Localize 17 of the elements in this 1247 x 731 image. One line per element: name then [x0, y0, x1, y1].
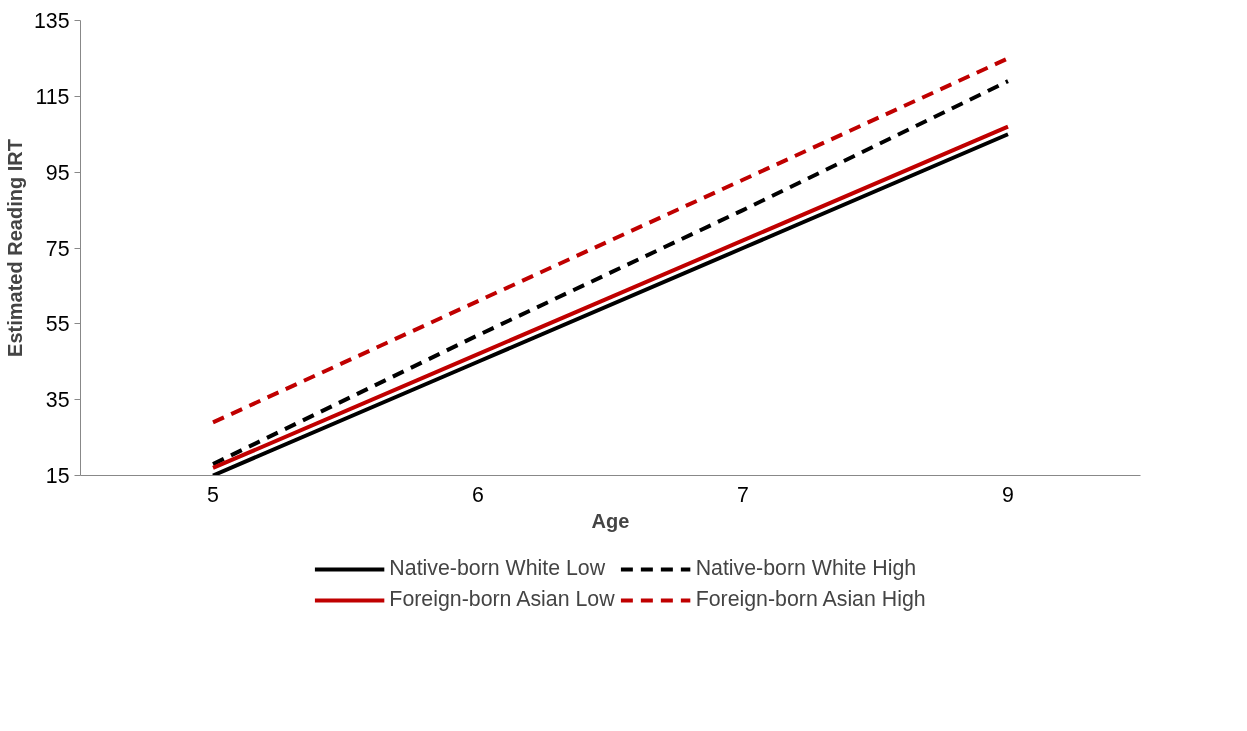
y-tick-label: 35	[45, 388, 70, 413]
y-tick-label: 15	[45, 464, 70, 488]
x-tick-label: 9	[1002, 482, 1014, 507]
y-tick-label: 135	[33, 9, 70, 33]
y-tick-label: 95	[45, 160, 70, 185]
x-axis-title: Age	[591, 509, 630, 532]
y-tick-label: 55	[45, 312, 70, 337]
x-tick-label: 5	[207, 482, 219, 507]
legend-label: Foreign-born Asian Low	[389, 587, 615, 612]
legend-label: Native-born White High	[695, 556, 917, 581]
legend-label: Native-born White Low	[389, 556, 606, 581]
y-tick-label: 75	[45, 236, 70, 261]
y-axis-title: Estimated Reading IRT	[3, 139, 26, 357]
x-tick-label: 6	[472, 482, 484, 507]
legend-label: Foreign-born Asian High	[695, 587, 926, 612]
x-tick-label: 7	[737, 482, 749, 507]
y-tick-label: 115	[35, 84, 70, 109]
